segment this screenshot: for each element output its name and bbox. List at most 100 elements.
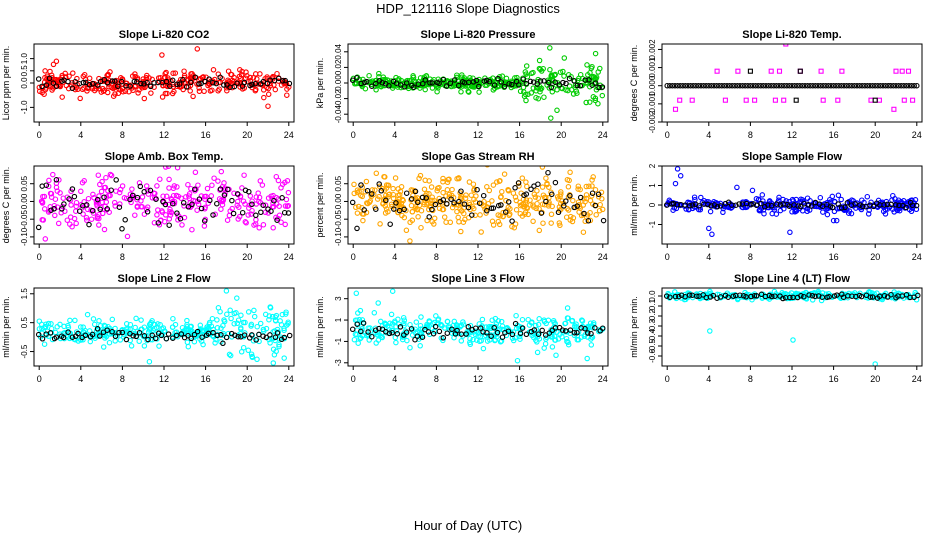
mean-point xyxy=(279,195,285,201)
raw-point xyxy=(539,184,546,190)
raw-point xyxy=(565,207,572,213)
mean-point xyxy=(281,334,288,341)
mean-point xyxy=(592,325,598,331)
raw-point xyxy=(156,343,162,349)
mean-point xyxy=(373,80,379,87)
mean-point xyxy=(97,333,103,339)
raw-point xyxy=(248,211,254,217)
level-point xyxy=(695,82,702,89)
raw-point xyxy=(429,197,435,204)
raw-point xyxy=(45,320,52,327)
raw-point xyxy=(499,188,505,195)
raw-point xyxy=(480,345,487,352)
raw-point xyxy=(707,208,714,215)
raw-point xyxy=(215,178,221,184)
raw-point xyxy=(276,341,282,348)
x-tick-label: 4 xyxy=(706,130,711,140)
mean-point xyxy=(780,295,786,302)
mean-point xyxy=(476,200,483,206)
mean-point xyxy=(104,206,111,212)
mean-point xyxy=(65,78,71,85)
outlier-point xyxy=(790,337,796,343)
mean-point xyxy=(826,294,832,300)
raw-point xyxy=(263,325,270,332)
raw-point xyxy=(351,181,357,188)
level-point xyxy=(868,97,874,103)
raw-point xyxy=(88,216,95,222)
level-point xyxy=(734,82,741,89)
level-point xyxy=(711,82,717,89)
raw-point xyxy=(160,325,167,331)
raw-point xyxy=(533,326,540,333)
raw-point xyxy=(208,193,215,199)
raw-point xyxy=(561,73,567,79)
raw-point xyxy=(108,84,115,91)
mean-point xyxy=(577,194,584,201)
raw-point xyxy=(257,178,264,184)
raw-point xyxy=(166,185,172,191)
raw-point xyxy=(377,221,383,227)
mean-point xyxy=(282,77,288,84)
raw-point xyxy=(501,171,508,177)
raw-point xyxy=(136,338,142,345)
raw-point xyxy=(396,196,402,202)
raw-point xyxy=(112,325,118,332)
raw-point xyxy=(211,175,217,181)
raw-point xyxy=(362,85,369,92)
raw-point xyxy=(276,203,282,209)
mean-point xyxy=(676,293,682,300)
mean-point xyxy=(717,294,724,300)
mean-point xyxy=(129,192,136,199)
mean-point xyxy=(512,185,518,191)
mean-point xyxy=(147,187,154,194)
level-point xyxy=(772,97,778,103)
raw-point xyxy=(255,81,262,87)
raw-point xyxy=(77,324,84,330)
level-point xyxy=(859,82,865,89)
raw-point xyxy=(583,183,590,190)
raw-point xyxy=(359,326,365,332)
mean-point xyxy=(138,80,144,87)
raw-point xyxy=(148,90,154,96)
raw-point xyxy=(265,195,272,201)
mean-point xyxy=(89,81,96,87)
raw-point xyxy=(157,176,163,182)
mean-point xyxy=(769,293,775,300)
mean-point xyxy=(751,293,758,299)
raw-point xyxy=(440,337,446,344)
raw-point xyxy=(351,190,357,197)
level-point xyxy=(799,82,806,89)
raw-point xyxy=(172,321,179,328)
data-points xyxy=(35,46,293,109)
mean-point xyxy=(401,206,407,213)
raw-point xyxy=(440,175,446,182)
raw-point xyxy=(373,170,380,177)
raw-point xyxy=(584,62,590,68)
raw-point xyxy=(489,317,495,323)
mean-point xyxy=(76,208,83,214)
raw-point xyxy=(573,321,579,327)
raw-point xyxy=(557,331,563,337)
y-tick-label: -0.2 xyxy=(648,309,657,323)
raw-point xyxy=(39,217,45,223)
raw-point xyxy=(272,314,279,320)
raw-point xyxy=(274,70,280,77)
level-point xyxy=(804,82,811,89)
raw-point xyxy=(55,220,62,227)
raw-point xyxy=(187,327,194,333)
mean-point xyxy=(535,331,542,337)
raw-point xyxy=(592,97,599,104)
x-tick-label: 24 xyxy=(284,130,294,140)
outlier-point xyxy=(787,229,793,236)
level-point xyxy=(783,44,789,47)
raw-point xyxy=(186,193,192,199)
mean-point xyxy=(505,199,512,205)
raw-point xyxy=(285,319,291,325)
raw-point xyxy=(488,325,494,332)
raw-point xyxy=(248,321,255,328)
raw-point xyxy=(512,335,518,341)
raw-point xyxy=(260,222,267,228)
level-point xyxy=(698,82,704,89)
mean-point xyxy=(369,191,375,197)
outlier-point xyxy=(833,217,840,224)
